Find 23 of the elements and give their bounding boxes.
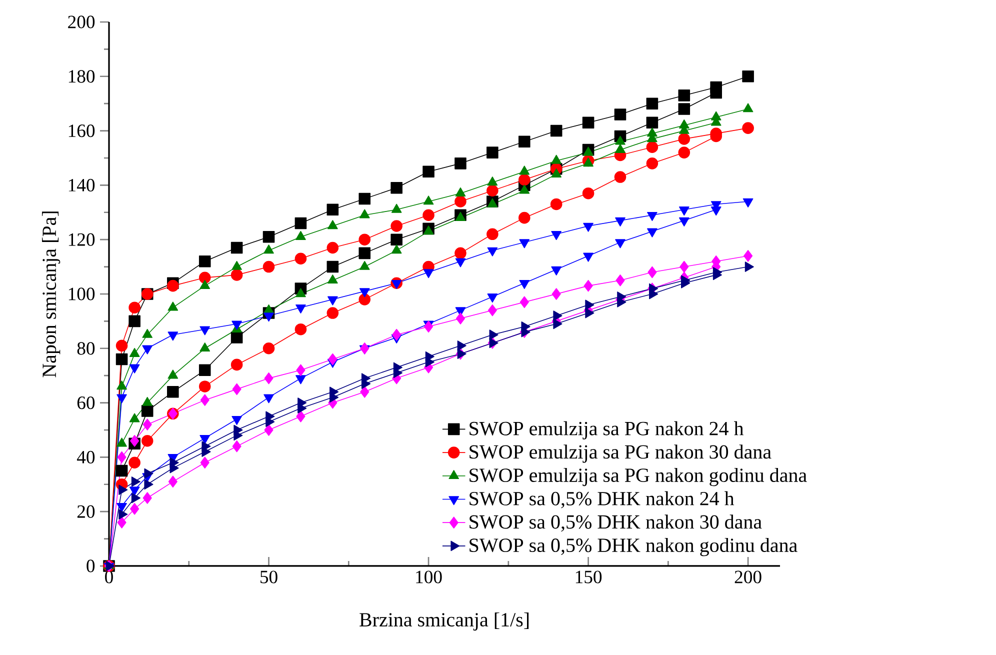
legend-label: SWOP emulzija sa PG nakon godinu dana [470, 468, 807, 486]
legend-label: SWOP sa 0,5% DHK nakon godinu dana [470, 538, 798, 556]
y-tick-label: 60 [77, 396, 95, 410]
y-tick-label: 0 [86, 560, 95, 572]
y-tick-label: 140 [68, 178, 95, 192]
y-tick-label: 80 [77, 342, 95, 355]
y-tick-label: 120 [68, 233, 95, 246]
legend-label: SWOP emulzija sa PG nakon 30 dana [470, 444, 772, 463]
y-tick-label: 40 [76, 450, 95, 464]
legend-label: SWOP sa 0,5% DHK nakon 24 h [470, 491, 734, 508]
y-axis-title: Napon smicanja [Pa] [42, 212, 60, 378]
x-axis-title: Brzina smicanja [1/s] [360, 612, 529, 631]
y-tick-label: 100 [68, 288, 95, 300]
legend-label: SWOP emulzija sa PG nakon 24 h [470, 421, 744, 440]
y-tick-label: 180 [68, 70, 95, 83]
y-tick-label: 20 [77, 505, 95, 518]
y-tick-label: 200 [68, 16, 95, 28]
x-tick-label: 100 [416, 570, 442, 584]
x-tick-label: 150 [576, 570, 602, 584]
legend-label: SWOP sa 0,5% DHK nakon 30 dana [470, 514, 762, 532]
x-tick-label: 50 [260, 570, 278, 584]
x-tick-label: 200 [734, 570, 762, 584]
y-tick-label: 160 [68, 124, 95, 138]
